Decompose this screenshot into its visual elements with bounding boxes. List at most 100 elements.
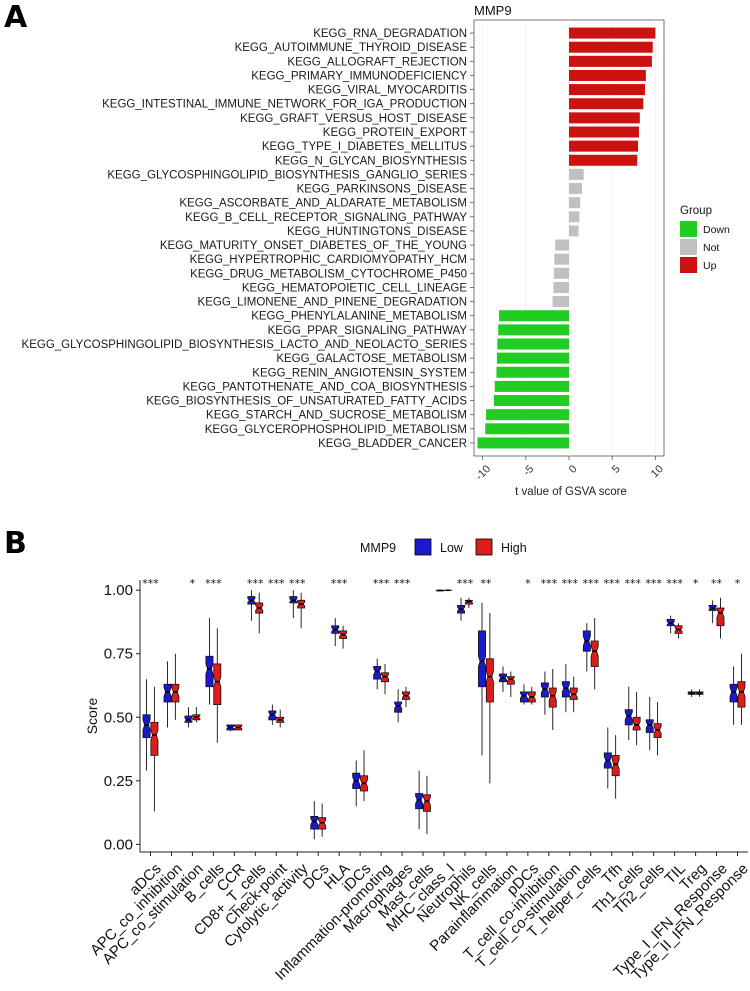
box-pdcs-high xyxy=(527,686,536,705)
box-parainflammation-high xyxy=(506,671,515,697)
box-body xyxy=(548,687,557,708)
box-body xyxy=(394,701,403,713)
box-body xyxy=(561,681,570,698)
category-label-kegg-protein-export: KEGG_PROTEIN_EXPORT xyxy=(323,127,467,139)
box-b-cells-low xyxy=(205,618,214,705)
box-body xyxy=(632,716,641,731)
box-cytolytic-activity-high xyxy=(297,592,306,629)
box-adcs-high xyxy=(150,686,159,812)
box-ccr-low xyxy=(226,724,235,732)
bar-kegg-limonene-and-pinene-degradation xyxy=(552,296,569,308)
bar-kegg-n-glycan-biosynthesis xyxy=(569,154,638,166)
y-tick-label: 0.50 xyxy=(104,709,133,726)
legend-a-swatch-not xyxy=(680,239,697,255)
bar-kegg-bladder-cancer xyxy=(477,437,569,449)
bar-kegg-glycerophospholipid-metabolism xyxy=(485,423,569,435)
box-apc-co-stimulation-low xyxy=(184,707,193,728)
bar-kegg-type-i-diabetes-mellitus xyxy=(569,140,639,152)
chart-b-boxes xyxy=(142,589,746,840)
bar-kegg-allograft-rejection xyxy=(569,55,652,67)
box-th2-cells-low xyxy=(645,696,654,751)
box-apc-co-inhibition-low xyxy=(163,661,172,728)
box-tfh-low xyxy=(603,727,612,789)
box-b-cells-high xyxy=(213,628,222,743)
box-t-cell-co-stimulation-high xyxy=(569,676,578,713)
box-check-point-high xyxy=(276,709,285,728)
category-label-kegg-drug-metabolism-cytochrome-p450: KEGG_DRUG_METABOLISM_CYTOCHROME_P450 xyxy=(190,268,467,280)
category-label-kegg-glycosphingolipid-biosynthesis-lacto-and-neolacto-series: KEGG_GLYCOSPHINGOLIPID_BIOSYNTHESIS_LACT… xyxy=(22,339,468,351)
category-label-kegg-hematopoietic-cell-lineage: KEGG_HEMATOPOIETIC_CELL_LINEAGE xyxy=(242,282,468,294)
box-treg-high xyxy=(695,689,704,697)
chart-a-category-labels: KEGG_RNA_DEGRADATION KEGG_AUTOIMMUNE_THYR… xyxy=(22,28,474,450)
box-cytolytic-activity-low xyxy=(289,590,298,619)
box-ccr-high xyxy=(234,724,243,731)
box-body xyxy=(716,607,725,627)
legend-a-label-down: Down xyxy=(703,224,730,236)
significance-check-point: *** xyxy=(268,577,285,590)
category-label-kegg-starch-and-sucrose-metabolism: KEGG_STARCH_AND_SUCROSE_METABOLISM xyxy=(206,410,467,422)
legend-b-label-low: Low xyxy=(440,541,464,555)
category-label-kegg-hypertrophic-cardiomyopathy-hcm: KEGG_HYPERTROPHIC_CARDIOMYOPATHY_HCM xyxy=(190,254,467,266)
bar-kegg-renin-angiotensin-system xyxy=(496,366,569,378)
significance-tfh: *** xyxy=(603,577,620,590)
category-label-kegg-renin-angiotensin-system: KEGG_RENIN_ANGIOTENSIN_SYSTEM xyxy=(252,367,467,379)
box-idcs-high xyxy=(360,750,369,802)
category-label-kegg-allograft-rejection: KEGG_ALLOGRAFT_REJECTION xyxy=(287,56,467,68)
box-t-helper-cells-high xyxy=(590,618,599,690)
box-mhc-class-i-low xyxy=(436,589,445,592)
x-tick-label: -5 xyxy=(521,463,536,478)
box-hla-high xyxy=(339,625,348,649)
category-label-kegg-intestinal-immune-network-for-iga-production: KEGG_INTESTINAL_IMMUNE_NETWORK_FOR_IGA_P… xyxy=(102,99,467,111)
y-tick-label: 0.25 xyxy=(104,773,133,790)
bar-kegg-b-cell-receptor-signaling-pathway xyxy=(569,211,580,223)
chart-b-legend: MMP9 Low High xyxy=(360,538,527,556)
significance-t-cell-co-stimulation: *** xyxy=(562,577,579,590)
box-cd8-t-cells-high xyxy=(255,592,264,634)
chart-b-y-axis: 0.00 0.25 0.50 0.75 1.00 xyxy=(104,580,748,853)
x-tick-label: -10 xyxy=(473,463,493,483)
significance-macrophages: *** xyxy=(394,577,411,590)
box-t-cell-co-inhibition-high xyxy=(548,668,557,730)
box-body xyxy=(205,655,214,688)
bar-kegg-biosynthesis-of-unsaturated-fatty-acids xyxy=(493,395,569,407)
category-label-kegg-type-i-diabetes-mellitus: KEGG_TYPE_I_DIABETES_MELLITUS xyxy=(262,141,467,153)
category-label-kegg-galactose-metabolism: KEGG_GALACTOSE_METABOLISM xyxy=(276,353,467,365)
box-body xyxy=(310,816,319,830)
category-label-kegg-rna-degradation: KEGG_RNA_DEGRADATION xyxy=(313,28,467,40)
category-label-kegg-b-cell-receptor-signaling-pathway: KEGG_B_CELL_RECEPTOR_SIGNALING_PATHWAY xyxy=(185,212,467,224)
box-body xyxy=(611,755,620,777)
legend-a-swatch-up xyxy=(680,257,697,273)
chart-a-legend: Group Down Not Up xyxy=(680,205,730,273)
significance-cd8-t-cells: *** xyxy=(247,577,264,590)
y-tick-label: 0.00 xyxy=(104,836,133,853)
significance-th1-cells: *** xyxy=(624,577,641,590)
box-mast-cells-low xyxy=(415,770,424,830)
legend-a-title: Group xyxy=(680,205,712,217)
significance-adcs: *** xyxy=(142,577,159,590)
box-th2-cells-high xyxy=(653,702,662,756)
box-th1-cells-high xyxy=(632,691,641,746)
box-check-point-low xyxy=(268,704,277,725)
box-pdcs-low xyxy=(519,684,528,705)
category-label-kegg-parkinsons-disease: KEGG_PARKINSONS_DISEASE xyxy=(297,184,468,196)
significance-inflammation-promoting: *** xyxy=(373,577,390,590)
category-label-kegg-graft-versus-host-disease: KEGG_GRAFT_VERSUS_HOST_DISEASE xyxy=(240,113,467,125)
box-parainflammation-low xyxy=(499,666,507,692)
category-label-kegg-viral-myocarditis: KEGG_VIRAL_MYOCARDITIS xyxy=(308,85,467,97)
category-label-kegg-pantothenate-and-coa-biosynthesis: KEGG_PANTOTHENATE_AND_COA_BIOSYNTHESIS xyxy=(183,381,468,393)
box-idcs-low xyxy=(352,760,361,807)
significance-til: *** xyxy=(666,577,683,590)
bar-kegg-phenylalanine-metabolism xyxy=(499,310,569,322)
panel-a-letter: A xyxy=(4,0,28,35)
significance-cytolytic-activity: *** xyxy=(289,577,306,590)
category-label-kegg-biosynthesis-of-unsaturated-fatty-acids: KEGG_BIOSYNTHESIS_OF_UNSATURATED_FATTY_A… xyxy=(146,396,467,408)
box-th1-cells-low xyxy=(624,686,633,741)
x-tick-label: 0 xyxy=(567,463,580,476)
x-tick-label: 5 xyxy=(610,463,623,476)
category-label-kegg-primary-immunodeficiency: KEGG_PRIMARY_IMMUNODEFICIENCY xyxy=(251,70,467,82)
box-t-helper-cells-low xyxy=(582,623,591,672)
legend-b-swatch-high xyxy=(475,538,493,556)
box-mast-cells-high xyxy=(422,775,431,835)
box-adcs-low xyxy=(142,679,151,771)
